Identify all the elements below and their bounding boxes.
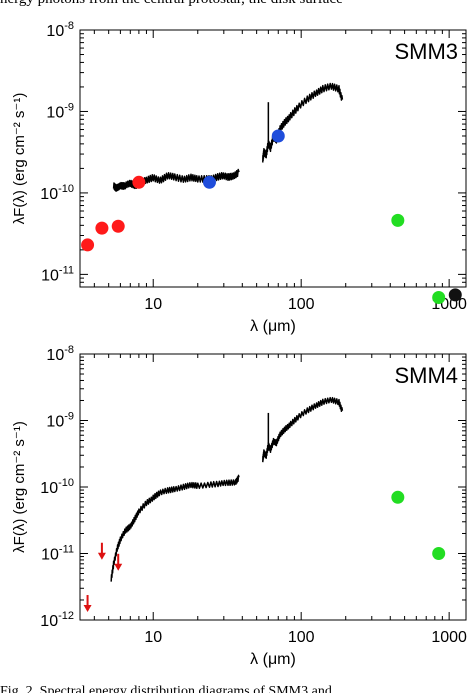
spectrum-segment-1	[262, 396, 344, 463]
y-tick-label: 10-9	[46, 101, 74, 121]
spectrum-segment-1	[262, 82, 344, 163]
photometry-point	[81, 238, 95, 252]
upper-limit-arrow-head	[97, 552, 106, 560]
upper-limit-arrow-head	[114, 563, 123, 571]
photometry-point	[448, 288, 462, 302]
x-tick-label: 100	[288, 629, 315, 646]
photometry-point	[432, 547, 446, 560]
plot-frame	[79, 353, 467, 621]
y-tick-label: 10-10	[40, 183, 74, 203]
photometry-point	[95, 221, 109, 235]
y-tick-label: 10-8	[46, 20, 74, 40]
y-axis-label: λF(λ) (erg cm⁻² s⁻¹)	[11, 421, 28, 553]
upper-limit-arrow-head	[83, 605, 92, 613]
photometry-point	[432, 291, 446, 305]
x-axis-label: λ (μm)	[250, 651, 296, 668]
panel-title: SMM4	[394, 363, 458, 388]
sed-panel-smm4: 10 100 1000 10-8 10-9 10-10 10-11 10-12 λ (μm) λF…	[11, 344, 467, 668]
panel-title: SMM3	[394, 39, 458, 64]
x-tick-label: 10	[144, 296, 162, 313]
preceding-text-line: nergy photons from the central protostar…	[0, 0, 474, 9]
y-tick-label: 10-11	[41, 544, 74, 564]
photometry-point	[391, 213, 405, 227]
photometry-point	[132, 175, 146, 189]
y-axis-label: λF(λ) (erg cm⁻² s⁻¹)	[11, 93, 28, 225]
spectrum-segment-0	[110, 474, 240, 582]
x-tick-label: 1000	[431, 629, 467, 646]
y-tick-label: 10-11	[41, 264, 74, 284]
y-tick-label: 10-8	[46, 344, 74, 364]
photometry-point	[391, 490, 405, 504]
photometry-point	[271, 129, 285, 143]
y-tick-label: 10-12	[40, 610, 74, 630]
y-tick-label: 10-9	[46, 411, 74, 431]
plot-frame	[79, 29, 467, 288]
figure-caption: Fig. 2. Spectral energy distribution dia…	[0, 684, 332, 693]
y-tick-label: 10-10	[40, 477, 74, 497]
x-axis-label: λ (μm)	[250, 318, 296, 335]
spectrum-segment-0	[112, 168, 240, 192]
photometry-point	[111, 219, 125, 233]
photometry-point	[202, 175, 216, 189]
x-tick-label: 10	[144, 629, 162, 646]
x-tick-label: 100	[288, 296, 315, 313]
